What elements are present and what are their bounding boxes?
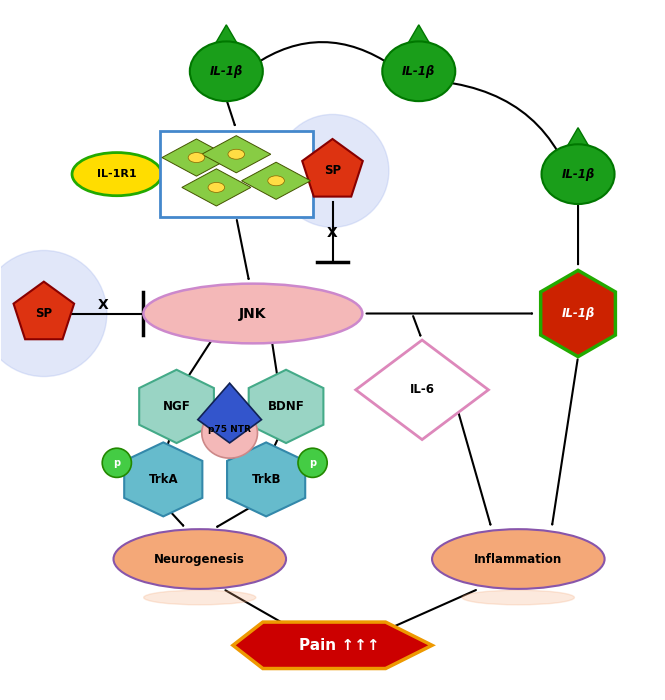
Circle shape xyxy=(102,448,132,477)
Ellipse shape xyxy=(541,144,614,204)
Ellipse shape xyxy=(144,590,256,605)
Text: p: p xyxy=(113,458,120,468)
Text: TrkA: TrkA xyxy=(148,473,178,486)
Polygon shape xyxy=(124,442,202,517)
Ellipse shape xyxy=(268,176,285,186)
Text: Pain ↑↑↑: Pain ↑↑↑ xyxy=(299,638,380,653)
Ellipse shape xyxy=(382,41,456,101)
Polygon shape xyxy=(201,136,271,173)
Text: IL-1β: IL-1β xyxy=(561,307,595,320)
Circle shape xyxy=(298,448,327,477)
Text: IL-1β: IL-1β xyxy=(209,65,243,78)
Polygon shape xyxy=(407,25,430,45)
Text: p75 NTR: p75 NTR xyxy=(208,425,251,434)
Text: IL-1R1: IL-1R1 xyxy=(97,169,136,179)
Text: SP: SP xyxy=(35,307,53,320)
Polygon shape xyxy=(198,383,261,443)
Ellipse shape xyxy=(114,529,286,589)
Polygon shape xyxy=(182,169,251,206)
Ellipse shape xyxy=(144,284,362,344)
Text: X: X xyxy=(327,225,338,239)
Ellipse shape xyxy=(462,590,575,605)
Text: Neurogenesis: Neurogenesis xyxy=(154,552,245,566)
Circle shape xyxy=(276,114,389,228)
Circle shape xyxy=(0,251,107,377)
Polygon shape xyxy=(356,340,489,440)
Text: JNK: JNK xyxy=(239,307,267,321)
Ellipse shape xyxy=(228,149,245,159)
Ellipse shape xyxy=(72,153,162,196)
Text: IL-1β: IL-1β xyxy=(402,65,436,78)
Text: TrkB: TrkB xyxy=(251,473,281,486)
Polygon shape xyxy=(215,25,238,45)
Ellipse shape xyxy=(188,153,205,162)
Polygon shape xyxy=(233,622,432,668)
Polygon shape xyxy=(541,270,615,356)
Text: NGF: NGF xyxy=(163,400,190,413)
Text: IL-6: IL-6 xyxy=(410,384,435,396)
Text: p: p xyxy=(309,458,316,468)
Text: SP: SP xyxy=(324,164,341,177)
Polygon shape xyxy=(241,162,311,199)
Text: BDNF: BDNF xyxy=(268,400,305,413)
Text: Inflammation: Inflammation xyxy=(474,552,563,566)
Text: X: X xyxy=(98,298,109,312)
Polygon shape xyxy=(201,407,257,458)
Polygon shape xyxy=(13,281,74,340)
FancyBboxPatch shape xyxy=(160,131,313,217)
Text: IL-1β: IL-1β xyxy=(561,167,595,181)
Ellipse shape xyxy=(208,183,225,193)
Polygon shape xyxy=(162,139,231,176)
Polygon shape xyxy=(567,127,590,148)
Polygon shape xyxy=(227,442,305,517)
Polygon shape xyxy=(302,139,363,197)
Ellipse shape xyxy=(432,529,604,589)
Polygon shape xyxy=(249,370,323,443)
Ellipse shape xyxy=(190,41,263,101)
Polygon shape xyxy=(139,370,214,443)
